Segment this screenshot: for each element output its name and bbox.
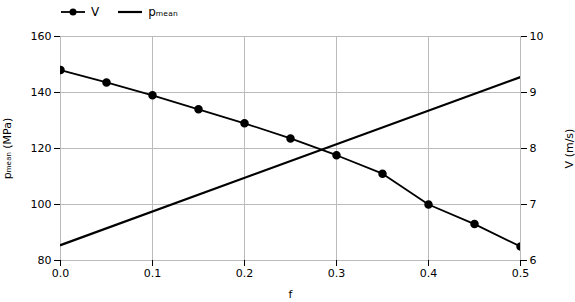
svg-text:140: 140: [31, 86, 52, 99]
svg-text:pₘₑₐₙ (MPa): pₘₑₐₙ (MPa): [1, 118, 14, 180]
svg-text:160: 160: [31, 30, 52, 43]
svg-text:120: 120: [31, 142, 52, 155]
svg-text:8: 8: [530, 142, 537, 155]
svg-text:6: 6: [530, 254, 537, 267]
svg-text:0.1: 0.1: [144, 267, 162, 280]
svg-text:0.2: 0.2: [236, 267, 254, 280]
html-text:pₘₑₐₙ: pₘₑₐₙ: [148, 5, 178, 19]
svg-text:0.4: 0.4: [420, 267, 438, 280]
svg-text:9: 9: [530, 86, 537, 99]
svg-text:0.0: 0.0: [52, 267, 70, 280]
svg-text:7: 7: [530, 198, 537, 211]
svg-text:V (m/s): V (m/s): [563, 129, 575, 169]
svg-text:0.5: 0.5: [512, 267, 530, 280]
svg-text:80: 80: [38, 254, 52, 267]
svg-text:10: 10: [530, 30, 544, 43]
svg-text:f: f: [289, 288, 294, 301]
svg-text:100: 100: [31, 198, 52, 211]
html-text:V: V: [91, 5, 100, 19]
svg-text:0.3: 0.3: [328, 267, 346, 280]
